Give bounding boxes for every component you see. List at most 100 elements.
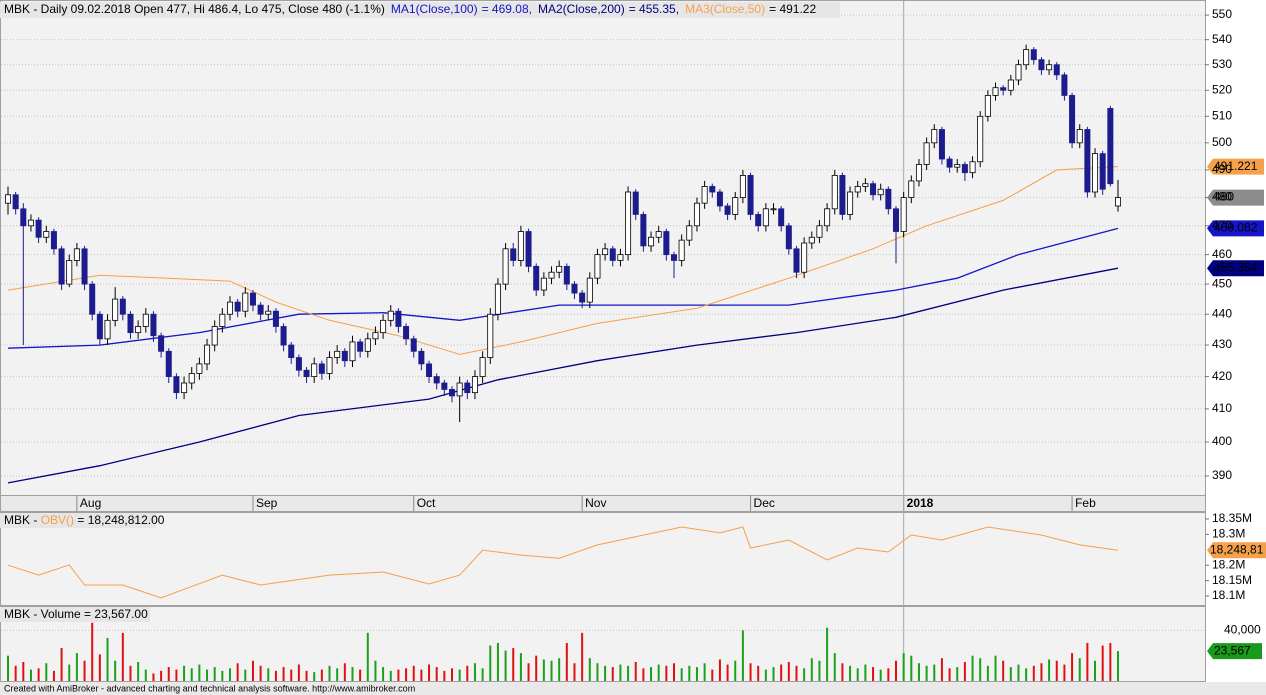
candle-body (716, 191, 723, 207)
candle-body (678, 239, 685, 261)
candle-body (181, 382, 188, 394)
candle-body (135, 326, 142, 334)
legend-name: MA2(Close,200) (538, 2, 625, 16)
candle-body (571, 283, 578, 294)
ma-value-label: 469.082 (1214, 221, 1258, 235)
candle-body (448, 389, 455, 397)
candle-body (839, 175, 846, 215)
candle-body (548, 271, 555, 279)
obv-tick-label: 18.15M (1212, 573, 1252, 587)
candle-body (908, 180, 915, 198)
x-tick-label: Aug (80, 496, 101, 510)
candle-body (701, 186, 708, 204)
legend-name: MA1(Close,100) (391, 2, 478, 16)
candle-body (785, 225, 792, 250)
candle-body (931, 129, 938, 144)
candle-body (341, 350, 348, 362)
candle-body (663, 231, 670, 256)
candle-body (150, 313, 157, 337)
candle-body (104, 319, 111, 340)
candle-body (479, 357, 486, 378)
candle-body (372, 332, 379, 340)
y-tick-label: 470 (1212, 218, 1232, 232)
footer-bar (0, 682, 1266, 695)
candle-body (242, 292, 249, 312)
candle-body (188, 373, 195, 384)
candle-body (602, 248, 609, 256)
y-tick-label: 390 (1212, 468, 1232, 482)
candle-body (73, 248, 80, 261)
volume-panel (0, 606, 1206, 682)
candle-body (50, 231, 57, 250)
candle-body (870, 183, 877, 196)
y-tick-label: 440 (1212, 306, 1232, 320)
candle-body (311, 363, 318, 378)
candle-body (1053, 64, 1060, 76)
candle-body (755, 214, 762, 227)
candle-body (119, 298, 126, 315)
candle-body (418, 350, 425, 365)
ma-value-label: 455.354 (1214, 260, 1258, 274)
candle-body (640, 214, 647, 247)
candle-body (334, 350, 341, 358)
legend-name: MA3(Close,50) (685, 2, 765, 16)
candle-body (89, 283, 96, 315)
candle-body (938, 129, 945, 160)
y-tick-label: 450 (1212, 276, 1232, 290)
candle-body (142, 313, 149, 327)
candle-body (946, 158, 953, 168)
candle-body (112, 298, 119, 321)
candle-body (762, 208, 769, 227)
candle-body (1000, 87, 1007, 91)
candle-body (992, 87, 999, 96)
legend-value: = 469.08, (482, 2, 532, 16)
candle-body (226, 301, 233, 315)
y-tick-label: 530 (1212, 57, 1232, 71)
volume-value-box (1207, 643, 1262, 660)
candle-body (219, 313, 226, 327)
candle-body (410, 338, 417, 352)
ma-line (7, 267, 1119, 484)
candle-body (854, 186, 861, 193)
candle-body (96, 313, 103, 340)
obv-panel (0, 512, 1206, 606)
obv-line (7, 526, 1119, 599)
candle-body (923, 142, 930, 165)
candle-body (12, 194, 19, 210)
candle-body (295, 357, 302, 371)
candle-body (1023, 49, 1030, 66)
candle-body (196, 363, 203, 374)
volume-header: MBK - Volume = 23,567.00 (4, 607, 148, 621)
y-tick-label: 500 (1212, 135, 1232, 149)
y-tick-label: 430 (1212, 337, 1232, 351)
x-tick-label: Oct (417, 496, 436, 510)
candle-body (747, 175, 754, 215)
candle-body (387, 310, 394, 321)
candle-body (173, 376, 180, 394)
volume-header-bg (0, 607, 150, 622)
candle-body (961, 164, 968, 174)
candle-body (969, 161, 976, 174)
footer: Created with AmiBroker - advanced charti… (4, 683, 415, 693)
candle-body (1099, 153, 1106, 190)
candle-body (724, 205, 731, 215)
candle-body (1061, 74, 1068, 96)
candle-body (793, 248, 800, 273)
y-tick-label: 420 (1212, 369, 1232, 383)
candle-body (234, 301, 241, 312)
candle-body (357, 341, 364, 352)
candle-body (272, 310, 279, 327)
candle-body (1076, 129, 1083, 144)
candle-body (648, 236, 655, 247)
marks (1, 1, 1266, 681)
candle-body (517, 231, 524, 261)
candle-body (594, 254, 601, 279)
candle-body (862, 183, 869, 187)
candle-body (1038, 59, 1045, 71)
candle-body (709, 186, 716, 193)
y-tick-label: 400 (1212, 434, 1232, 448)
obv-value-box (1207, 542, 1266, 559)
candle-body (1115, 197, 1122, 207)
volume-tick-label: 40,000 (1224, 622, 1261, 636)
